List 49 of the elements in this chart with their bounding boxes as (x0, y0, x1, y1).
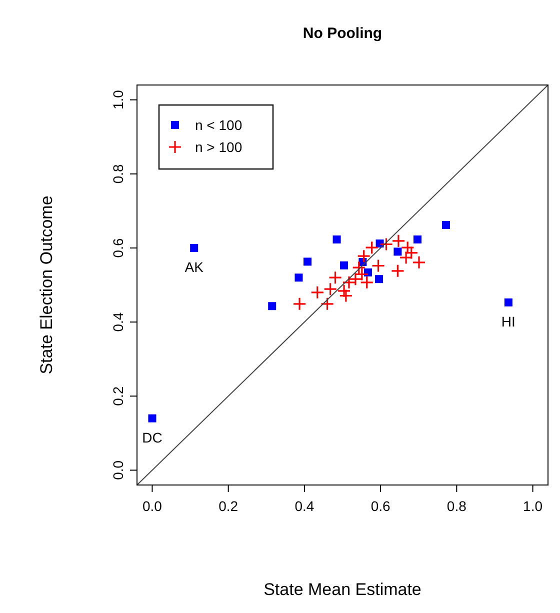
point (268, 302, 276, 310)
point (324, 282, 338, 296)
y-axis-title: State Election Outcome (37, 196, 56, 374)
point (339, 288, 353, 303)
x-tick-label: 0.8 (446, 498, 467, 514)
y-tick-label: 0.0 (110, 460, 126, 480)
point (337, 284, 351, 298)
point (148, 414, 156, 422)
x-tick-label: 0.2 (218, 498, 238, 514)
point (442, 221, 450, 229)
y-tick-label: 1.0 (110, 90, 126, 110)
x-tick-label: 1.0 (523, 498, 543, 514)
point (348, 272, 362, 286)
legend-label: n < 100 (195, 117, 242, 133)
y-tick-label: 0.6 (110, 238, 126, 258)
point (292, 297, 306, 311)
point (332, 235, 341, 244)
point (320, 297, 334, 311)
point (504, 298, 512, 306)
point (375, 275, 384, 284)
point (364, 268, 372, 276)
point (371, 258, 386, 273)
point (379, 237, 394, 252)
x-axis-title: State Mean Estimate (264, 580, 422, 599)
point (303, 258, 312, 266)
x-tick-label: 0.0 (142, 498, 162, 514)
point (310, 286, 324, 300)
chart-title: No Pooling (302, 25, 382, 42)
point (394, 248, 402, 256)
point (390, 264, 404, 278)
legend-label: n > 100 (195, 139, 242, 155)
point (328, 270, 342, 284)
annotation: DC (142, 429, 162, 446)
point (342, 276, 356, 290)
point (413, 235, 422, 244)
point (399, 250, 413, 264)
point (412, 256, 426, 270)
point (190, 244, 198, 252)
x-tick-label: 0.6 (370, 498, 390, 514)
point (340, 261, 348, 270)
annotation: HI (501, 313, 516, 330)
point (357, 249, 371, 263)
point (294, 274, 303, 282)
annotation: AK (184, 258, 204, 275)
y-tick-label: 0.2 (110, 386, 126, 406)
y-tick-label: 0.8 (110, 164, 126, 184)
y-tick-label: 0.4 (110, 312, 126, 332)
point (365, 240, 379, 254)
x-tick-label: 0.4 (294, 498, 314, 514)
